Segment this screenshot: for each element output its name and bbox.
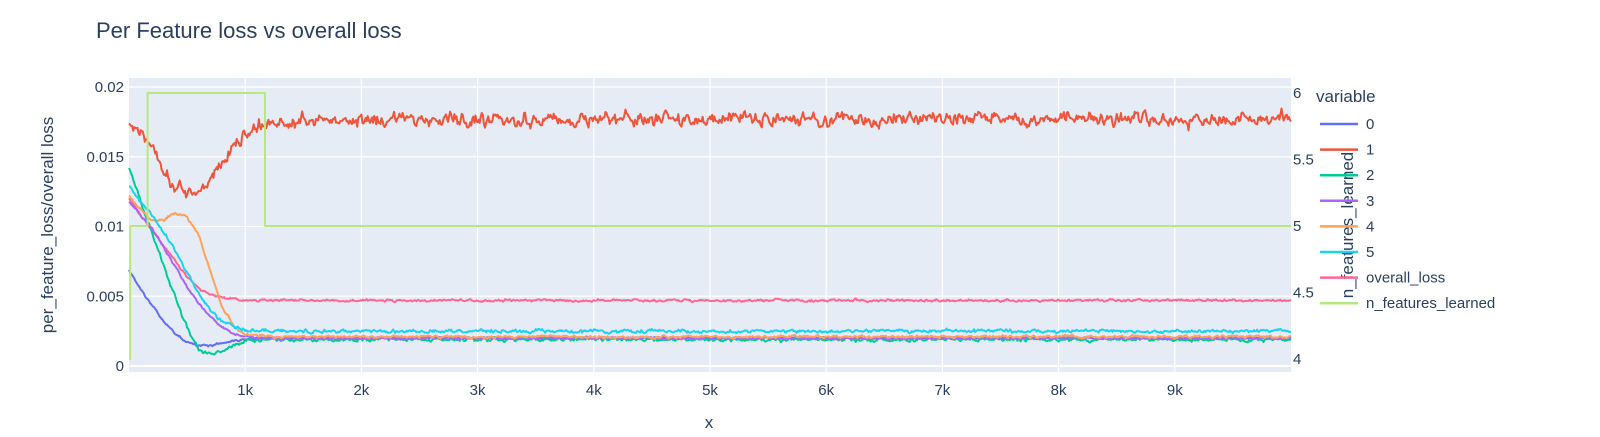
x-tick-label: 1k [237, 382, 253, 399]
y2-tick-label: 4.5 [1293, 285, 1314, 302]
legend-label: overall_loss [1366, 270, 1445, 287]
series-line-overall-loss [128, 197, 1292, 304]
series-line-n-features-learned [129, 92, 1291, 360]
series-line-5 [128, 185, 1292, 335]
legend-label: 1 [1366, 142, 1374, 159]
legend-item-1[interactable]: 1 [1320, 142, 1374, 159]
legend: variable 0 1 2 3 4 5 overall_loss n_features_le… [1316, 87, 1495, 312]
y2-axis-label: n_features_learned [1338, 152, 1357, 299]
gridlines [129, 78, 1291, 372]
legend-item-5[interactable]: 5 [1320, 244, 1374, 261]
y2-tick-label: 6 [1293, 85, 1301, 102]
y-tick-label: 0.015 [86, 149, 124, 166]
legend-label: 3 [1366, 193, 1374, 210]
legend-item-0[interactable]: 0 [1320, 116, 1374, 133]
x-axis-ticks: 1k 2k 3k 4k 5k 6k 7k 8k 9k [237, 382, 1183, 399]
x-tick-label: 4k [586, 382, 602, 399]
y-tick-label: 0.01 [95, 219, 124, 236]
x-tick-label: 2k [353, 382, 369, 399]
legend-label: 2 [1366, 167, 1374, 184]
y2-tick-label: 5 [1293, 218, 1301, 235]
legend-label: 0 [1366, 116, 1374, 133]
y-tick-label: 0 [116, 358, 124, 375]
legend-item-2[interactable]: 2 [1320, 167, 1374, 184]
y-tick-label: 0.005 [86, 288, 124, 305]
legend-item-3[interactable]: 3 [1320, 193, 1374, 210]
x-tick-label: 6k [818, 382, 834, 399]
x-tick-label: 9k [1167, 382, 1183, 399]
legend-item-overall-loss[interactable]: overall_loss [1320, 270, 1445, 287]
legend-item-4[interactable]: 4 [1320, 218, 1374, 235]
chart-title: Per Feature loss vs overall loss [96, 18, 402, 43]
legend-label: 4 [1366, 218, 1374, 235]
x-tick-label: 7k [934, 382, 950, 399]
y2-axis-ticks: 4 4.5 5 5.5 6 [1293, 85, 1314, 368]
legend-label: 5 [1366, 244, 1374, 261]
y-axis-ticks: 0 0.005 0.01 0.015 0.02 [86, 79, 124, 375]
x-tick-label: 8k [1051, 382, 1067, 399]
series-line-2 [128, 167, 1292, 356]
legend-item-n-features-learned[interactable]: n_features_learned [1320, 295, 1495, 312]
y-tick-label: 0.02 [95, 79, 124, 96]
y2-tick-label: 5.5 [1293, 152, 1314, 169]
y-axis-label: per_feature_loss/overall loss [38, 117, 57, 333]
series-layer [128, 92, 1292, 360]
legend-label: n_features_learned [1366, 295, 1495, 312]
x-axis-label: x [705, 413, 714, 432]
y2-tick-label: 4 [1293, 351, 1301, 368]
x-tick-label: 3k [470, 382, 486, 399]
series-line-1 [128, 107, 1292, 199]
series-line-4 [128, 194, 1292, 341]
legend-title: variable [1316, 87, 1376, 106]
x-tick-label: 5k [702, 382, 718, 399]
